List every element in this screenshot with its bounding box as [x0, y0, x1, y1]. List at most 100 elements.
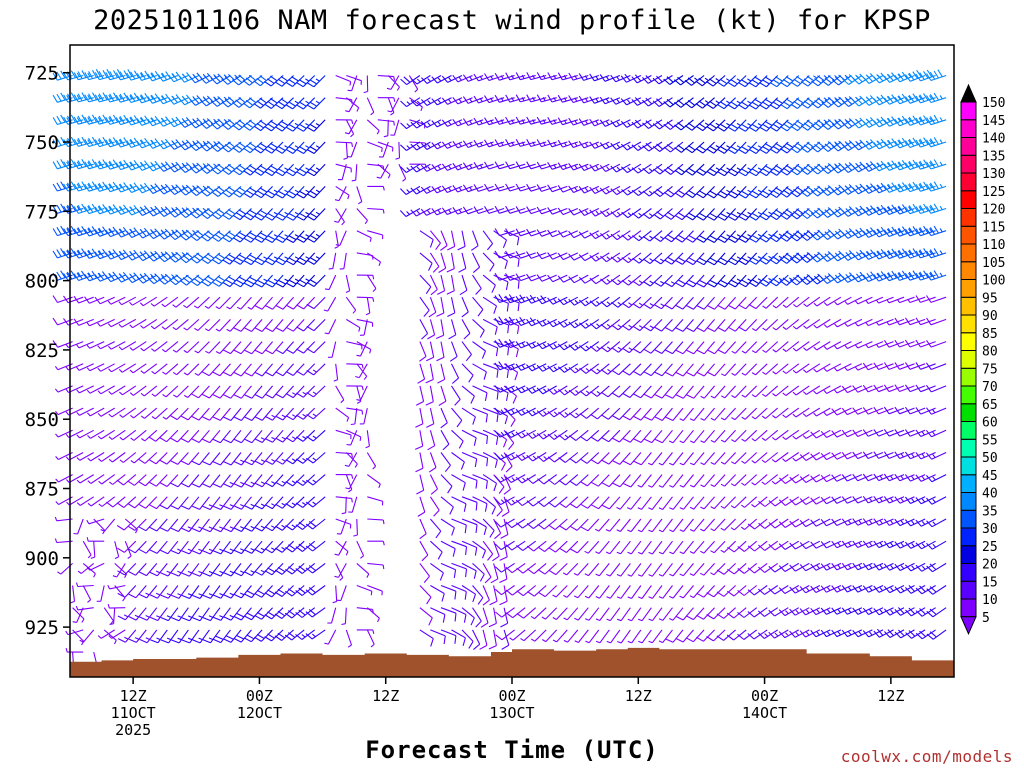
wind-barb [233, 518, 252, 532]
wind-barb [86, 363, 105, 372]
y-tick-label: 850 [25, 409, 59, 431]
wind-barb [727, 274, 747, 288]
wind-barb [803, 318, 821, 329]
wind-barb [727, 208, 747, 221]
wind-barb [425, 363, 434, 384]
wind-barb [904, 406, 926, 415]
wind-barb [563, 585, 579, 598]
wind-barb [162, 407, 179, 420]
wind-barb [632, 296, 652, 309]
wind-barb [696, 296, 716, 310]
wind-barb [558, 452, 579, 463]
colorbar-swatch [960, 350, 977, 369]
wind-barb [515, 452, 536, 461]
wind-barb [720, 407, 737, 421]
wind-barb [494, 540, 515, 551]
wind-barb [658, 585, 673, 599]
wind-barb [642, 185, 663, 197]
wind-barb [204, 296, 221, 309]
wind-barb [181, 540, 200, 555]
wind-barb [547, 452, 568, 463]
wind-barb [472, 474, 488, 489]
wind-barb [747, 540, 768, 552]
wind-barb [696, 208, 715, 221]
wind-barb [440, 407, 448, 429]
wind-barb [306, 97, 326, 110]
wind-barb [94, 92, 115, 103]
wind-barb [515, 363, 536, 371]
wind-barb [748, 208, 768, 221]
wind-barb [761, 407, 779, 419]
wind-barb [689, 474, 705, 488]
wind-barb [366, 629, 375, 648]
wind-barb [356, 230, 372, 242]
wind-barb [440, 629, 457, 644]
wind-barb [356, 562, 370, 578]
wind-barb [264, 629, 284, 642]
wind-barb [118, 341, 137, 351]
wind-barb [686, 341, 705, 355]
wind-barb [493, 518, 502, 540]
wind-barb [772, 341, 789, 353]
colorbar-label: 75 [982, 362, 998, 377]
wind-barb [275, 230, 295, 243]
wind-barb [926, 159, 947, 170]
wind-barb [94, 203, 115, 215]
wind-barb [505, 363, 526, 371]
wind-barb [915, 203, 936, 215]
wind-barb [568, 385, 589, 396]
wind-barb [762, 318, 779, 331]
wind-barb [285, 186, 305, 199]
wind-barb [782, 407, 800, 418]
wind-barb [335, 74, 352, 86]
wind-barb [841, 562, 863, 571]
wind-barb [461, 407, 476, 425]
wind-barb [536, 407, 557, 417]
wind-barb [254, 452, 274, 466]
wind-barb [926, 562, 947, 573]
wind-barb [233, 540, 252, 555]
wind-barb [157, 71, 179, 82]
wind-barb [170, 496, 189, 510]
wind-barb [841, 407, 863, 416]
wind-barb [461, 607, 475, 626]
wind-barb [731, 385, 747, 399]
wind-barb [904, 562, 926, 572]
wind-barb [149, 563, 168, 577]
wind-barb [495, 629, 515, 641]
wind-barb [632, 341, 652, 354]
wind-barb [915, 295, 936, 303]
wind-barb [738, 230, 758, 243]
wind-barb [552, 629, 568, 643]
wind-barb [633, 452, 652, 466]
wind-barb [461, 474, 478, 489]
wind-barb [97, 629, 115, 639]
wind-barb [451, 429, 464, 449]
wind-barb [915, 451, 936, 460]
wind-barb [84, 114, 105, 125]
wind-barb [306, 341, 326, 354]
wind-barb [116, 474, 137, 486]
wind-barb [505, 496, 526, 506]
wind-barb [192, 585, 210, 600]
wind-barb [473, 206, 494, 215]
wind-barb [430, 629, 446, 645]
wind-barb [461, 585, 477, 603]
wind-barb [823, 363, 842, 372]
wind-barb [451, 407, 463, 428]
wind-barb [721, 385, 737, 399]
wind-barb [264, 230, 284, 243]
wind-barb [647, 452, 663, 466]
wind-barb [663, 141, 684, 153]
wind-barb [802, 407, 821, 417]
wind-barb [568, 207, 589, 216]
wind-barb [181, 518, 200, 533]
wind-barb [875, 318, 894, 326]
wind-barb [558, 429, 579, 441]
wind-barb [419, 319, 429, 340]
wind-barb [168, 206, 189, 218]
wind-barb [515, 250, 536, 259]
wind-barb [751, 429, 768, 442]
wind-barb [499, 541, 508, 561]
wind-barb [274, 540, 294, 553]
